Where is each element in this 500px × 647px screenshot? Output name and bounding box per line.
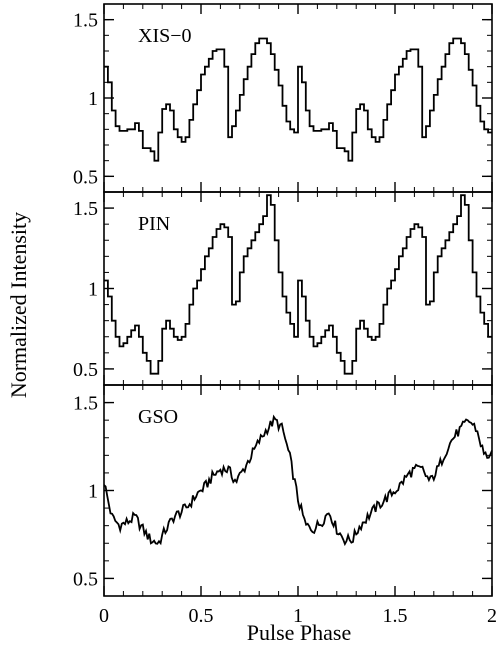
data-series: [104, 37, 492, 162]
x-tick-label: 0: [99, 605, 109, 627]
y-tick-label: 0.5: [73, 568, 98, 590]
y-tick-label: 1.5: [73, 10, 98, 32]
x-tick-label: 0.5: [189, 605, 214, 627]
y-tick-label: 1.5: [73, 198, 98, 220]
y-tick-label: 1.5: [73, 393, 98, 415]
x-tick-label: 1: [293, 605, 303, 627]
x-tick-label: 1.5: [383, 605, 408, 627]
panel-1: 0.5 1 1.5 XIS−0: [73, 3, 493, 193]
x-tick-label: 2: [487, 605, 497, 627]
y-tick-label: 0.5: [73, 359, 98, 381]
y-tick-label: 1: [88, 279, 98, 301]
panel-label: GSO: [138, 406, 178, 428]
panel-label: PIN: [138, 213, 170, 235]
panel-label: XIS−0: [138, 25, 192, 47]
panel-2: 0.5 1 1.5 PIN: [73, 191, 493, 386]
y-tick-label: 1: [88, 88, 98, 110]
data-series: [104, 194, 492, 375]
x-axis-label: Pulse Phase: [247, 620, 352, 645]
y-tick-label: 0.5: [73, 166, 98, 188]
y-tick-label: 1: [88, 481, 98, 503]
data-series: [103, 414, 493, 547]
y-axis-label: Normalized Intensity: [6, 212, 31, 398]
